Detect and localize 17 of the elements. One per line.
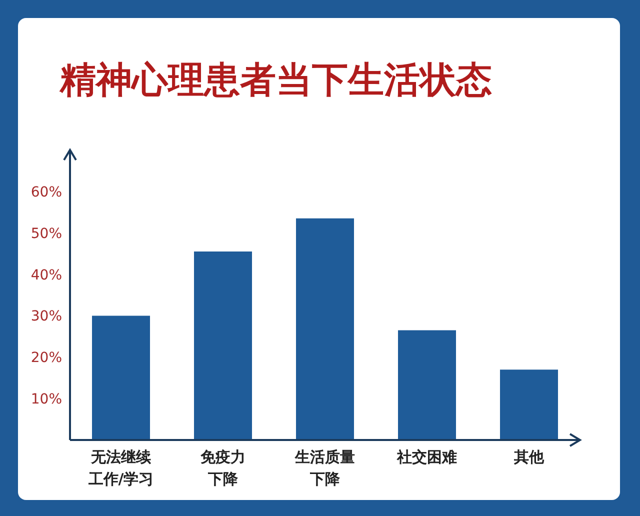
- y-tick-label: 20%: [30, 350, 62, 366]
- bar: [296, 218, 354, 440]
- x-tick-label: 无法继续工作/学习: [87, 448, 154, 488]
- bar: [92, 316, 150, 440]
- y-tick-label: 50%: [30, 226, 62, 242]
- y-tick-label: 30%: [30, 308, 62, 325]
- bar: [194, 252, 252, 440]
- x-tick-label: 其他: [513, 448, 545, 466]
- x-tick-label: 社交困难: [396, 448, 457, 466]
- y-tick-label: 40%: [30, 267, 62, 284]
- chart-title: 精神心理患者当下生活状态: [60, 59, 492, 103]
- bar: [398, 330, 456, 440]
- bar: [500, 370, 558, 440]
- y-tick-label: 10%: [30, 392, 62, 408]
- y-tick-label: 60%: [30, 184, 62, 200]
- x-tick-label: 生活质量下降: [294, 448, 355, 488]
- x-tick-label: 免疫力下降: [200, 448, 246, 488]
